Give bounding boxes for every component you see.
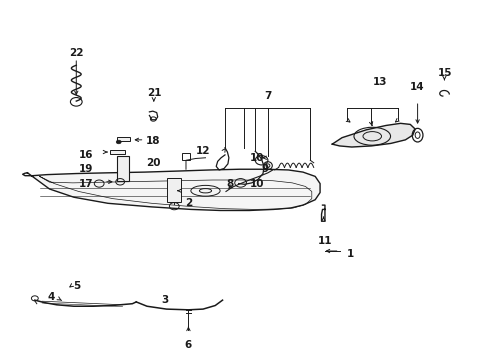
Text: 13: 13	[372, 77, 386, 87]
Bar	[117, 137, 130, 140]
Text: 16: 16	[79, 150, 93, 160]
Bar	[182, 153, 189, 160]
Bar	[117, 156, 129, 181]
Text: 17: 17	[79, 179, 93, 189]
Circle shape	[116, 140, 121, 144]
Text: 5: 5	[73, 281, 80, 291]
Text: 14: 14	[408, 82, 423, 92]
Text: 9: 9	[261, 164, 268, 174]
Text: 2: 2	[184, 198, 192, 208]
Text: 21: 21	[147, 87, 161, 98]
Text: 11: 11	[317, 235, 331, 246]
Polygon shape	[331, 123, 414, 147]
Text: 22: 22	[69, 48, 83, 58]
Text: 18: 18	[146, 136, 160, 146]
Text: 19: 19	[79, 164, 93, 174]
Text: 1: 1	[346, 248, 353, 258]
Text: 10: 10	[249, 153, 264, 163]
Text: 4: 4	[47, 292, 54, 302]
Text: 15: 15	[437, 68, 452, 78]
Text: 3: 3	[161, 295, 168, 305]
Polygon shape	[22, 169, 320, 211]
Bar	[167, 178, 181, 202]
Text: 12: 12	[196, 146, 210, 156]
Text: 8: 8	[225, 179, 233, 189]
Text: 10: 10	[249, 179, 264, 189]
Text: 6: 6	[184, 339, 192, 350]
Bar	[110, 150, 125, 154]
Text: 7: 7	[264, 91, 271, 101]
Text: 20: 20	[146, 158, 160, 168]
